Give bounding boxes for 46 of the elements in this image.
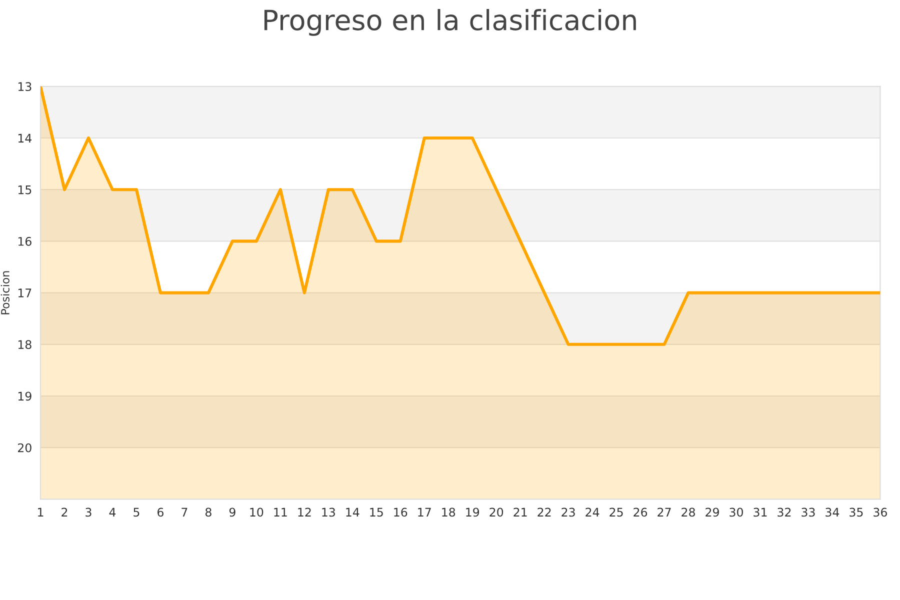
x-tick-label: 11: [274, 508, 287, 517]
x-tick-label: 28: [682, 508, 695, 517]
x-tick-label: 26: [634, 508, 648, 517]
x-tick-label: 23: [562, 508, 575, 517]
x-tick-label: 14: [346, 508, 360, 517]
x-tick-label: 13: [322, 508, 335, 517]
x-tick-label: 33: [802, 508, 815, 517]
y-tick-label: 15: [18, 185, 32, 194]
x-tick-label: 2: [62, 508, 68, 517]
x-tick-label: 22: [538, 508, 551, 517]
y-tick-label: 16: [18, 236, 32, 246]
x-tick-label: 6: [158, 508, 164, 517]
x-tick-label: 36: [874, 508, 887, 517]
x-tick-label: 12: [298, 508, 311, 517]
x-tick-label: 30: [730, 508, 743, 517]
x-tick-label: 34: [826, 508, 840, 517]
y-axis-title: Posicion: [0, 271, 10, 314]
x-tick-label: 3: [86, 508, 92, 517]
x-tick-label: 17: [418, 508, 431, 517]
x-tick-label: 16: [394, 508, 408, 517]
x-tick-label: 25: [610, 508, 623, 517]
x-tick-label: 10: [250, 508, 264, 517]
y-tick-label: 17: [18, 288, 32, 298]
y-tick-label: 19: [18, 392, 32, 401]
y-tick-label: 13: [18, 82, 32, 92]
x-tick-label: 1: [38, 508, 44, 517]
x-tick-label: 18: [442, 508, 456, 517]
x-tick-label: 8: [205, 508, 212, 517]
x-tick-label: 27: [658, 508, 671, 517]
x-tick-label: 19: [466, 508, 480, 517]
x-tick-label: 7: [182, 508, 188, 517]
y-tick-label: 20: [18, 443, 32, 452]
x-tick-label: 35: [850, 508, 863, 517]
x-tick-label: 15: [370, 508, 383, 517]
x-tick-label: 9: [229, 508, 236, 517]
x-tick-label: 20: [490, 508, 504, 517]
y-tick-label: 18: [18, 340, 32, 350]
y-tick-label: 14: [18, 134, 32, 142]
x-tick-label: 32: [778, 508, 791, 517]
chart-title: Progreso en la clasificacion: [264, 9, 636, 36]
x-tick-label: 31: [754, 508, 767, 517]
x-tick-label: 21: [514, 508, 527, 517]
x-tick-label: 4: [109, 508, 116, 517]
x-tick-label: 24: [586, 508, 600, 517]
x-tick-label: 29: [706, 508, 719, 517]
x-tick-label: 5: [134, 508, 140, 517]
